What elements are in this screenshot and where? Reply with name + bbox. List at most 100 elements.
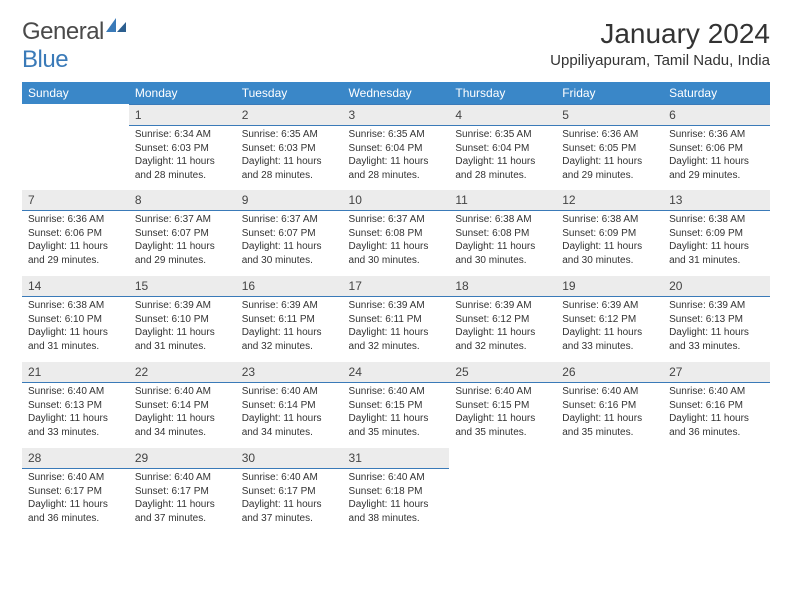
day-details: Sunrise: 6:37 AMSunset: 6:07 PMDaylight:… (236, 211, 343, 271)
day-sr: Sunrise: 6:40 AM (242, 471, 337, 485)
day-ss: Sunset: 6:09 PM (562, 227, 657, 241)
day-d2: and 32 minutes. (242, 340, 337, 354)
day-d2: and 37 minutes. (242, 512, 337, 526)
day-d1: Daylight: 11 hours (135, 155, 230, 169)
weekday-header: Saturday (663, 82, 770, 104)
calendar-day-cell: 1Sunrise: 6:34 AMSunset: 6:03 PMDaylight… (129, 104, 236, 190)
calendar-day-cell: 21Sunrise: 6:40 AMSunset: 6:13 PMDayligh… (22, 362, 129, 448)
calendar-day-cell: 22Sunrise: 6:40 AMSunset: 6:14 PMDayligh… (129, 362, 236, 448)
day-details: Sunrise: 6:38 AMSunset: 6:09 PMDaylight:… (663, 211, 770, 271)
day-details: Sunrise: 6:40 AMSunset: 6:15 PMDaylight:… (449, 383, 556, 443)
day-sr: Sunrise: 6:39 AM (562, 299, 657, 313)
day-number: 16 (236, 276, 343, 297)
calendar-day-cell (663, 448, 770, 534)
day-d1: Daylight: 11 hours (349, 240, 444, 254)
day-d2: and 32 minutes. (349, 340, 444, 354)
weekday-header: Thursday (449, 82, 556, 104)
day-details: Sunrise: 6:39 AMSunset: 6:12 PMDaylight:… (449, 297, 556, 357)
day-d1: Daylight: 11 hours (669, 412, 764, 426)
calendar-day-cell: 30Sunrise: 6:40 AMSunset: 6:17 PMDayligh… (236, 448, 343, 534)
day-number: 27 (663, 362, 770, 383)
day-number: 30 (236, 448, 343, 469)
calendar-day-cell (449, 448, 556, 534)
month-title: January 2024 (550, 18, 770, 50)
day-ss: Sunset: 6:05 PM (562, 142, 657, 156)
day-d1: Daylight: 11 hours (669, 240, 764, 254)
day-number: 19 (556, 276, 663, 297)
day-sr: Sunrise: 6:39 AM (242, 299, 337, 313)
day-d1: Daylight: 11 hours (562, 326, 657, 340)
calendar-day-cell: 16 Sunrise: 6:39 AMSunset: 6:11 PMDayligh… (236, 276, 343, 362)
day-ss: Sunset: 6:17 PM (135, 485, 230, 499)
day-d2: and 34 minutes. (135, 426, 230, 440)
weekday-header: Monday (129, 82, 236, 104)
day-number: 3 (343, 104, 450, 126)
logo-sail-icon (106, 18, 128, 39)
day-number: 23 (236, 362, 343, 383)
calendar-body: 1Sunrise: 6:34 AMSunset: 6:03 PMDaylight… (22, 104, 770, 534)
day-sr: Sunrise: 6:36 AM (669, 128, 764, 142)
day-details: Sunrise: 6:40 AMSunset: 6:13 PMDaylight:… (22, 383, 129, 443)
day-d2: and 29 minutes. (28, 254, 123, 268)
day-sr: Sunrise: 6:40 AM (455, 385, 550, 399)
day-details: Sunrise: 6:38 AMSunset: 6:09 PMDaylight:… (556, 211, 663, 271)
day-ss: Sunset: 6:15 PM (349, 399, 444, 413)
day-sr: Sunrise: 6:40 AM (349, 385, 444, 399)
day-number: 21 (22, 362, 129, 383)
day-d1: Daylight: 11 hours (455, 240, 550, 254)
day-sr: Sunrise: 6:40 AM (562, 385, 657, 399)
day-details: Sunrise: 6:39 AMSunset: 6:10 PMDaylight:… (129, 297, 236, 357)
day-number: 6 (663, 104, 770, 126)
day-ss: Sunset: 6:16 PM (669, 399, 764, 413)
day-details: Sunrise: 6:39 AMSunset: 6:13 PMDaylight:… (663, 297, 770, 357)
day-d1: Daylight: 11 hours (349, 155, 444, 169)
day-ss: Sunset: 6:06 PM (28, 227, 123, 241)
day-d1: Daylight: 11 hours (242, 326, 337, 340)
day-d1: Daylight: 11 hours (135, 498, 230, 512)
day-d1: Daylight: 11 hours (28, 326, 123, 340)
day-details: Sunrise: 6:34 AMSunset: 6:03 PMDaylight:… (129, 126, 236, 186)
day-ss: Sunset: 6:04 PM (349, 142, 444, 156)
day-number: 15 (129, 276, 236, 297)
calendar-week-row: 7Sunrise: 6:36 AMSunset: 6:06 PMDaylight… (22, 190, 770, 276)
day-ss: Sunset: 6:11 PM (242, 313, 337, 327)
day-sr: Sunrise: 6:39 AM (669, 299, 764, 313)
calendar-day-cell: 29Sunrise: 6:40 AMSunset: 6:17 PMDayligh… (129, 448, 236, 534)
day-number: 11 (449, 190, 556, 211)
calendar-day-cell: 12Sunrise: 6:38 AMSunset: 6:09 PMDayligh… (556, 190, 663, 276)
day-sr: Sunrise: 6:40 AM (242, 385, 337, 399)
day-details: Sunrise: 6:35 AMSunset: 6:04 PMDaylight:… (449, 126, 556, 186)
day-details: Sunrise: 6:38 AMSunset: 6:10 PMDaylight:… (22, 297, 129, 357)
calendar-day-cell: 31Sunrise: 6:40 AMSunset: 6:18 PMDayligh… (343, 448, 450, 534)
day-number: 14 (22, 276, 129, 297)
day-ss: Sunset: 6:07 PM (242, 227, 337, 241)
calendar-day-cell: 13Sunrise: 6:38 AMSunset: 6:09 PMDayligh… (663, 190, 770, 276)
calendar-day-cell: 2Sunrise: 6:35 AMSunset: 6:03 PMDaylight… (236, 104, 343, 190)
day-d2: and 38 minutes. (349, 512, 444, 526)
weekday-header: Wednesday (343, 82, 450, 104)
day-ss: Sunset: 6:06 PM (669, 142, 764, 156)
calendar-day-cell: 20Sunrise: 6:39 AMSunset: 6:13 PMDayligh… (663, 276, 770, 362)
day-d1: Daylight: 11 hours (562, 240, 657, 254)
day-ss: Sunset: 6:08 PM (455, 227, 550, 241)
day-ss: Sunset: 6:14 PM (135, 399, 230, 413)
day-d1: Daylight: 11 hours (349, 326, 444, 340)
logo-text-blue: Blue (22, 46, 68, 73)
day-d1: Daylight: 11 hours (135, 326, 230, 340)
day-d1: Daylight: 11 hours (135, 240, 230, 254)
day-d2: and 30 minutes. (562, 254, 657, 268)
day-d2: and 33 minutes. (669, 340, 764, 354)
calendar-day-cell: 7Sunrise: 6:36 AMSunset: 6:06 PMDaylight… (22, 190, 129, 276)
day-sr: Sunrise: 6:34 AM (135, 128, 230, 142)
day-d2: and 35 minutes. (455, 426, 550, 440)
calendar-day-cell: 27Sunrise: 6:40 AMSunset: 6:16 PMDayligh… (663, 362, 770, 448)
day-details: Sunrise: 6:40 AMSunset: 6:17 PMDaylight:… (129, 469, 236, 529)
day-ss: Sunset: 6:04 PM (455, 142, 550, 156)
day-d1: Daylight: 11 hours (28, 498, 123, 512)
day-sr: Sunrise: 6:39 AM (455, 299, 550, 313)
day-details: Sunrise: 6:40 AMSunset: 6:14 PMDaylight:… (236, 383, 343, 443)
day-d2: and 31 minutes. (135, 340, 230, 354)
day-number: 8 (129, 190, 236, 211)
day-details: Sunrise: 6:36 AMSunset: 6:06 PMDaylight:… (22, 211, 129, 271)
day-d2: and 37 minutes. (135, 512, 230, 526)
